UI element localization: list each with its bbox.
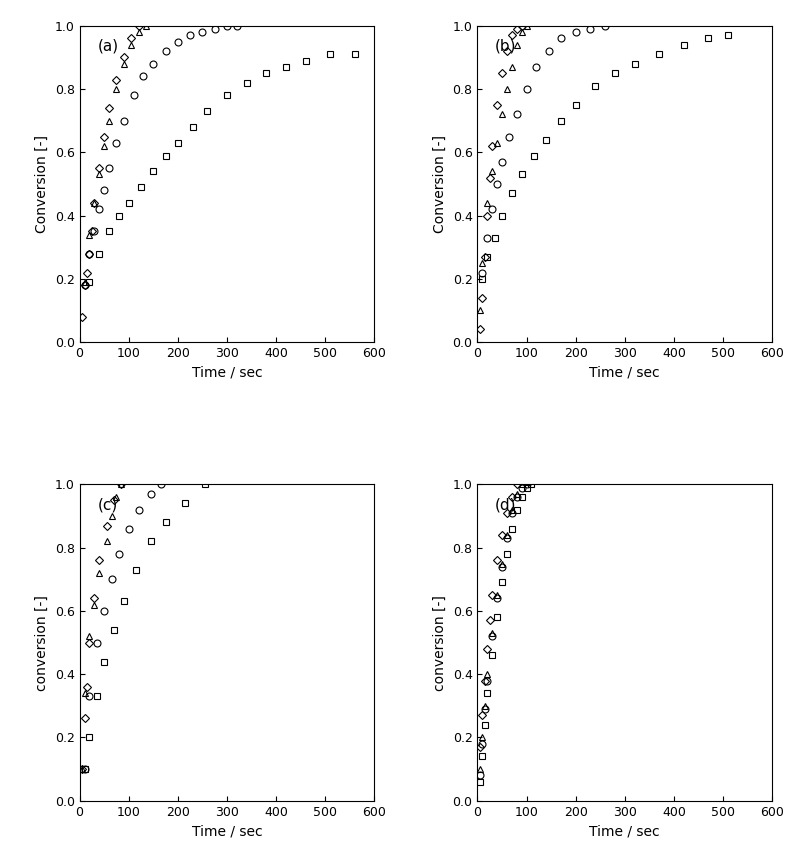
X-axis label: Time / sec: Time / sec <box>192 824 262 838</box>
Text: (d): (d) <box>495 497 517 512</box>
Y-axis label: conversion [-]: conversion [-] <box>433 595 447 691</box>
Text: (b): (b) <box>495 39 517 53</box>
Y-axis label: Conversion [-]: Conversion [-] <box>35 135 49 233</box>
X-axis label: Time / sec: Time / sec <box>192 366 262 380</box>
Y-axis label: conversion [-]: conversion [-] <box>35 595 49 691</box>
X-axis label: Time / sec: Time / sec <box>590 824 660 838</box>
Text: (a): (a) <box>97 39 119 53</box>
X-axis label: Time / sec: Time / sec <box>590 366 660 380</box>
Text: (c): (c) <box>97 497 118 512</box>
Y-axis label: Conversion [-]: Conversion [-] <box>433 135 447 233</box>
